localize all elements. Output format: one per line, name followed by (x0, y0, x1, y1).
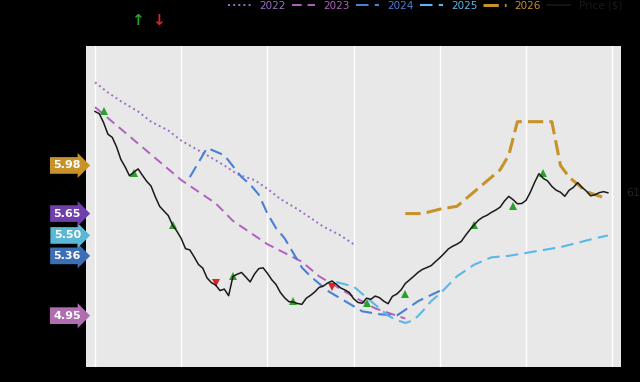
Text: 61.85: 61.85 (627, 188, 640, 198)
Text: 4.95: 4.95 (53, 311, 81, 320)
Text: 5.36: 5.36 (54, 251, 81, 261)
Text: 5.98: 5.98 (53, 160, 81, 170)
Text: ↑: ↑ (131, 13, 144, 28)
Legend: 2022, 2023, 2024, 2025, 2026, Price ($): 2022, 2023, 2024, 2025, 2026, Price ($) (224, 0, 627, 15)
Text: 5.50: 5.50 (54, 230, 81, 240)
Text: 5.65: 5.65 (54, 209, 81, 219)
Text: ↓: ↓ (152, 13, 165, 28)
